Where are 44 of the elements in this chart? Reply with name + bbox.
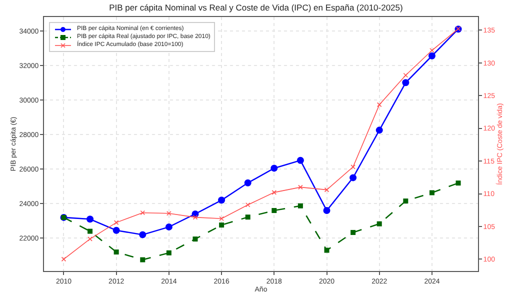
point (139, 231, 146, 238)
point (61, 256, 66, 262)
point (114, 220, 119, 225)
point (245, 214, 250, 220)
point (428, 52, 436, 60)
point (114, 249, 119, 254)
point (350, 230, 356, 235)
point (298, 203, 303, 208)
point (324, 248, 330, 253)
point (166, 210, 172, 216)
point (350, 174, 357, 182)
point (272, 208, 277, 214)
point (192, 236, 198, 242)
point (429, 190, 434, 196)
point (245, 202, 250, 208)
point (88, 236, 92, 242)
point (324, 187, 330, 192)
point (218, 196, 226, 204)
point (165, 223, 172, 230)
point (430, 48, 434, 53)
point (86, 216, 94, 223)
point (403, 72, 408, 78)
point (270, 164, 278, 172)
point (219, 222, 224, 228)
point (140, 210, 146, 216)
point (323, 207, 330, 214)
point (298, 184, 303, 190)
point (376, 102, 382, 108)
point (272, 190, 277, 195)
point (244, 179, 252, 186)
point (140, 257, 146, 262)
point (296, 156, 304, 164)
point (112, 226, 120, 234)
chart-title: PIB per cápita Nominal vs Real y Coste de Vida (IPC) en España (2010-2025) (109, 2, 404, 12)
point (219, 216, 224, 222)
point (456, 180, 461, 186)
point (350, 164, 356, 170)
point (88, 228, 93, 234)
point (403, 198, 408, 204)
point (376, 126, 383, 134)
point (376, 221, 382, 226)
point (166, 250, 172, 256)
point (192, 214, 198, 220)
point (402, 79, 410, 86)
